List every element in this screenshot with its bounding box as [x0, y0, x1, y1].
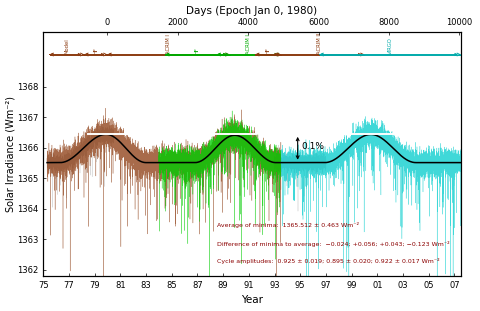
Text: ACRIM I: ACRIM I	[246, 34, 251, 54]
Text: HF: HF	[194, 47, 200, 54]
Text: Average of minima:  1365.512 ± 0.463 Wm⁻²: Average of minima: 1365.512 ± 0.463 Wm⁻²	[216, 222, 358, 228]
Text: Difference of minima to average:  −0.024; +0.056; +0.043; −0.123 Wm⁻²: Difference of minima to average: −0.024;…	[216, 241, 448, 247]
X-axis label: Year: Year	[240, 295, 263, 305]
Text: HF: HF	[265, 47, 270, 54]
Text: Cycle amplitudes:  0.925 ± 0.019; 0.895 ± 0.020; 0.922 ± 0.017 Wm⁻²: Cycle amplitudes: 0.925 ± 0.019; 0.895 ±…	[216, 258, 438, 264]
Text: VIRGO: VIRGO	[387, 37, 392, 54]
Text: HF: HF	[93, 47, 98, 54]
Text: 0.1%: 0.1%	[301, 142, 324, 151]
X-axis label: Days (Epoch Jan 0, 1980): Days (Epoch Jan 0, 1980)	[186, 6, 317, 16]
Text: ACRIM II: ACRIM II	[316, 33, 321, 54]
Y-axis label: Solar Irradiance (Wm⁻²): Solar Irradiance (Wm⁻²)	[6, 96, 15, 212]
Text: Model: Model	[64, 38, 69, 54]
Text: ACRIM I: ACRIM I	[166, 34, 170, 54]
